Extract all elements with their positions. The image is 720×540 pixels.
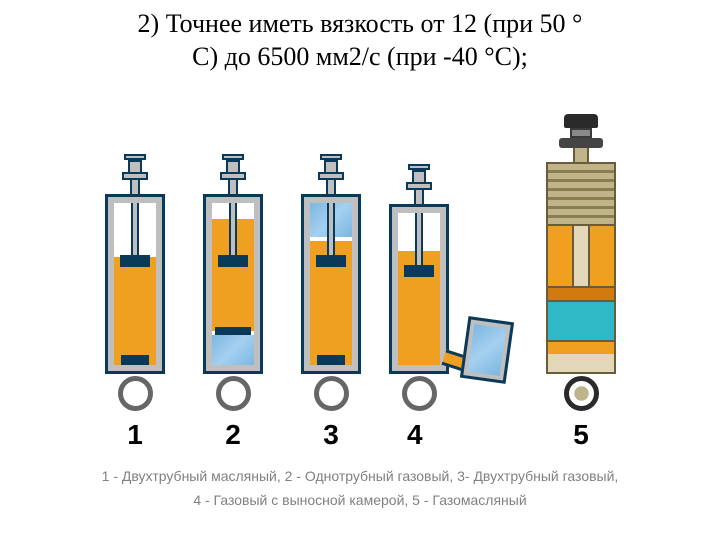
inner-chamber — [398, 213, 440, 365]
legend-line-2: 4 - Газовый с выносной камерой, 5 - Газо… — [193, 492, 526, 508]
label-row: 1 2 3 4 5 — [0, 417, 720, 451]
shock-body — [546, 162, 616, 374]
nut — [318, 172, 344, 180]
section-gas — [548, 302, 614, 342]
nut — [406, 182, 432, 190]
shock-1-twin-tube-oil — [95, 154, 175, 411]
mount-ring — [564, 376, 599, 411]
diagram-area — [0, 77, 720, 417]
shaft — [573, 148, 589, 162]
cap — [564, 114, 598, 128]
shock-2-monotube-gas — [193, 154, 273, 411]
shock-4-remote-reservoir — [389, 164, 519, 411]
legend-line-1: 1 - Двухтрубный масляный, 2 - Однотрубны… — [102, 468, 619, 484]
base-valve — [317, 355, 345, 365]
mount-ring — [118, 376, 153, 411]
shock-body — [389, 204, 449, 374]
top-assembly — [559, 114, 603, 162]
label-4: 4 — [389, 419, 519, 451]
label-2: 2 — [193, 419, 273, 451]
label-5: 5 — [537, 419, 625, 451]
inner-chamber — [310, 203, 352, 365]
piston-rod — [327, 203, 335, 259]
nut — [122, 172, 148, 180]
gas-fill-bottom — [212, 335, 254, 365]
collar — [559, 138, 603, 148]
piston — [218, 255, 248, 267]
mount-ring — [216, 376, 251, 411]
inner-chamber — [212, 203, 254, 365]
label-1: 1 — [95, 419, 175, 451]
piston-rod — [415, 213, 423, 269]
shock-5-gas-oil — [537, 114, 625, 411]
reservoir-gas — [468, 324, 506, 376]
section-base — [548, 342, 614, 354]
rod-mid — [228, 180, 238, 194]
shock-body — [105, 194, 165, 374]
remote-reservoir — [460, 316, 514, 384]
title-text: 2) Точнее иметь вязкость от 12 (при 50 °… — [0, 0, 720, 77]
title-line-2: С) до 6500 мм2/с (при -40 °С); — [192, 42, 528, 71]
label-3: 3 — [291, 419, 371, 451]
inner-chamber — [114, 203, 156, 365]
piston — [120, 255, 150, 267]
rod-mid — [326, 180, 336, 194]
rod-mid — [130, 180, 140, 194]
base-valve — [121, 355, 149, 365]
section-spring — [548, 164, 614, 226]
rod-mid — [414, 190, 424, 204]
floating-piston — [215, 327, 251, 335]
mount-ring — [402, 376, 437, 411]
shock-3-twin-tube-gas — [291, 154, 371, 411]
piston — [404, 265, 434, 277]
shock-body — [301, 194, 361, 374]
piston-rod — [131, 203, 139, 259]
oil-fill — [114, 257, 156, 365]
legend-text: 1 - Двухтрубный масляный, 2 - Однотрубны… — [0, 451, 720, 513]
section-valve — [548, 288, 614, 302]
inner-rod — [572, 226, 590, 286]
piston — [316, 255, 346, 267]
nut — [220, 172, 246, 180]
title-line-1: 2) Точнее иметь вязкость от 12 (при 50 ° — [138, 9, 583, 38]
mount-ring — [314, 376, 349, 411]
shock-body — [203, 194, 263, 374]
piston-rod — [229, 203, 237, 259]
section-oil — [548, 226, 614, 288]
neck — [570, 128, 592, 138]
